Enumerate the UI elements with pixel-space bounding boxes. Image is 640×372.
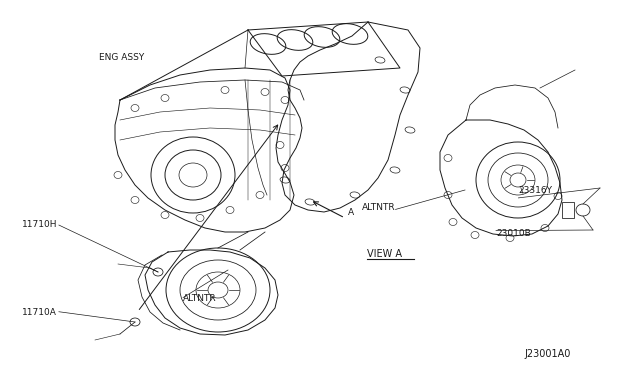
Text: 23010B: 23010B: [496, 229, 531, 238]
Text: 11710A: 11710A: [22, 308, 56, 317]
Text: J23001A0: J23001A0: [525, 349, 571, 359]
Bar: [562, 202, 574, 218]
Text: A: A: [348, 208, 354, 217]
Text: ALTNTR: ALTNTR: [183, 294, 217, 303]
Text: VIEW A: VIEW A: [367, 248, 402, 259]
Ellipse shape: [130, 318, 140, 326]
Ellipse shape: [153, 268, 163, 276]
Text: ENG ASSY: ENG ASSY: [99, 53, 145, 62]
Text: 11710H: 11710H: [22, 220, 57, 229]
Text: ALTNTR: ALTNTR: [362, 203, 396, 212]
Text: 23316Y: 23316Y: [518, 186, 552, 195]
